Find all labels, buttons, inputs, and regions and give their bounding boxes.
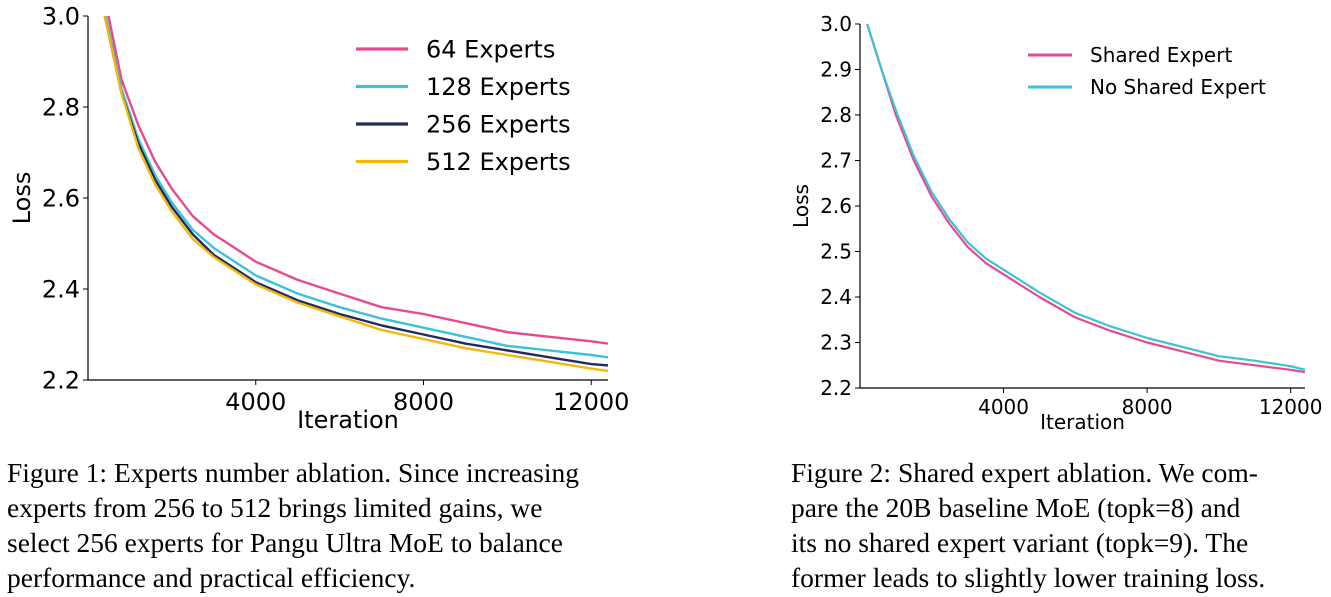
- x-tick-label: 4000: [978, 395, 1029, 419]
- series-line-256-experts: [103, 16, 608, 367]
- caption-line: select 256 experts for Pangu Ultra MoE t…: [7, 527, 563, 558]
- y-tick-label: 2.9: [820, 58, 852, 82]
- series-line-512-experts: [103, 16, 608, 373]
- y-axis-label: Loss: [8, 172, 36, 225]
- y-tick-label: 2.2: [42, 366, 80, 394]
- caption-line: performance and practical efficiency.: [7, 562, 416, 593]
- experts-ablation-chart: 2.2 2.4 2.6 2.8 3.0 4000 8000 12000 Iteration Los…: [8, 2, 629, 434]
- legend-label: 256 Experts: [426, 111, 571, 139]
- series-line-64-experts: [107, 16, 608, 345]
- x-axis-label: Iteration: [297, 406, 399, 434]
- x-tick-label: 12000: [1259, 395, 1323, 419]
- series-line-shared-expert: [866, 24, 1305, 374]
- x-tick-label: 8000: [1122, 395, 1173, 419]
- figure-1-caption: Figure 1: Experts number ablation. Since…: [7, 455, 629, 595]
- y-tick-label: 2.2: [820, 376, 852, 400]
- caption-line: Figure 2: Shared expert ablation. We com…: [791, 457, 1258, 488]
- y-tick-label: 2.8: [42, 93, 80, 121]
- x-tick-label: 12000: [553, 388, 629, 416]
- series-line-no-shared-expert: [866, 24, 1305, 371]
- legend-label: No Shared Expert: [1090, 75, 1266, 99]
- x-axis-label: Iteration: [1040, 410, 1125, 434]
- y-tick-label: 2.6: [820, 194, 852, 218]
- caption-line: experts from 256 to 512 brings limited g…: [7, 492, 543, 523]
- y-tick-label: 3.0: [820, 12, 852, 36]
- y-tick-label: 2.8: [820, 103, 852, 127]
- y-axis-label: Loss: [789, 184, 813, 228]
- legend-label: 64 Experts: [426, 36, 555, 64]
- shared-expert-ablation-chart: 2.2 2.3 2.4 2.5 2.6 2.7 2.8 2.9 3.0 4000 8000 12000…: [789, 12, 1323, 434]
- y-tick-label: 2.5: [820, 240, 852, 264]
- caption-line: pare the 20B baseline MoE (topk=8) and: [791, 492, 1241, 523]
- y-tick-label: 2.7: [820, 149, 852, 173]
- x-tick-label: 4000: [225, 388, 286, 416]
- figure-2-caption: Figure 2: Shared expert ablation. We com…: [791, 455, 1319, 595]
- y-tick-label: 2.4: [820, 285, 852, 309]
- x-tick-label: 8000: [393, 388, 454, 416]
- legend-label: 128 Experts: [426, 73, 571, 101]
- legend-label: 512 Experts: [426, 148, 571, 176]
- y-tick-label: 3.0: [42, 2, 80, 30]
- legend-label: Shared Expert: [1090, 43, 1232, 67]
- series-line-128-experts: [104, 16, 608, 359]
- caption-line: former leads to slightly lower training …: [791, 562, 1266, 593]
- caption-line: Figure 1: Experts number ablation. Since…: [7, 457, 580, 488]
- y-tick-label: 2.3: [820, 331, 852, 355]
- caption-line: its no shared expert variant (topk=9). T…: [791, 527, 1249, 558]
- y-tick-label: 2.4: [42, 275, 80, 303]
- y-tick-label: 2.6: [42, 184, 80, 212]
